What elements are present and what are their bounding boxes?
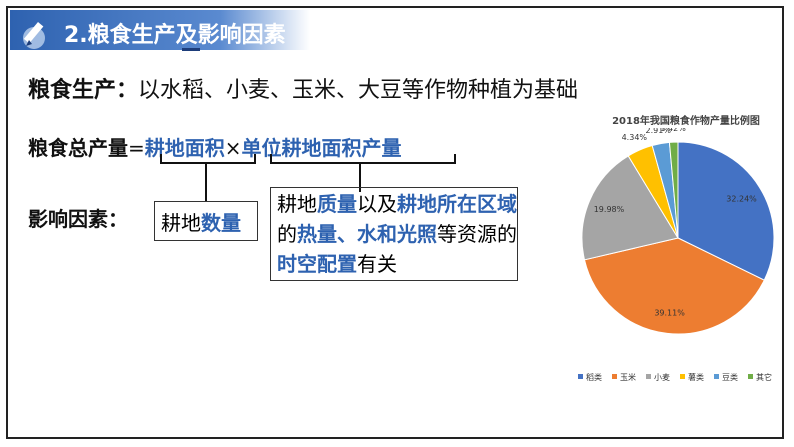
box2-t11: 等资源的 — [437, 222, 517, 246]
legend-label-4: 薯类 — [688, 373, 704, 382]
box2-t4: 耕地所在区域 — [397, 192, 517, 216]
box1-text: 耕地 — [161, 211, 201, 235]
pie-label-2: 39.11% — [654, 308, 685, 317]
box2-t8: 水 — [357, 222, 377, 246]
formula-factor-unit-yield: 单位耕地面积产量 — [241, 136, 402, 160]
box2-t10: 光照 — [397, 222, 437, 246]
pie-label-6: 1.42% — [660, 128, 686, 133]
title-banner: 2.粮食生产及影响因素 — [10, 10, 310, 51]
legend-label-2: 玉米 — [620, 373, 636, 382]
bracket-unit-yield — [270, 154, 456, 164]
legend-swatch-2 — [612, 374, 617, 379]
box2-t5: 的 — [277, 222, 297, 246]
box1-highlight: 数量 — [201, 211, 241, 235]
formula-lhs: 粮食总产量 — [28, 136, 128, 160]
connector-area — [205, 162, 207, 202]
bracket-area — [160, 154, 256, 164]
legend-item-3: 小麦 — [646, 372, 670, 383]
pie-label-3: 19.98% — [594, 205, 625, 214]
pie-label-5: 2.91% — [646, 128, 672, 135]
box2-t1: 耕地 — [277, 192, 317, 216]
pie-slice-6 — [668, 141, 679, 239]
pie-chart: 32.24% 39.11% 19.98% 4.34%2.91%1.42% — [581, 128, 775, 335]
legend-item-1: 稻类 — [578, 372, 602, 383]
box2-t12: 时空配置 — [277, 252, 357, 276]
formula-times: × — [224, 136, 242, 160]
formula-equals: = — [128, 136, 145, 160]
chart-legend: 稻类 玉米 小麦 薯类 豆类 其它 — [578, 372, 782, 383]
pie-slice-2 — [583, 237, 765, 335]
pie-slice-1 — [677, 141, 775, 281]
title-underline — [182, 48, 200, 51]
slide-title: 2.粮食生产及影响因素 — [64, 23, 286, 48]
chart-title: 2018年我国粮食作物产量比例图 — [612, 116, 760, 127]
box2-t3: 以及 — [357, 192, 397, 216]
factor-box-quality: 耕地质量以及耕地所在区域的热量、水和光照等资源的时空配置有关 — [270, 187, 518, 281]
legend-item-5: 豆类 — [714, 372, 738, 383]
connector-unit-yield — [359, 162, 361, 192]
grain-production-line: 粮食生产：以水稻、小麦、玉米、大豆等作物种植为基础 — [28, 72, 578, 104]
legend-item-2: 玉米 — [612, 372, 636, 383]
grain-production-label: 粮食生产： — [28, 78, 139, 103]
legend-swatch-4 — [680, 374, 685, 379]
legend-label-6: 其它 — [756, 373, 772, 382]
legend-label-3: 小麦 — [654, 373, 670, 382]
legend-item-6: 其它 — [748, 372, 772, 383]
formula-factor-area: 耕地面积 — [144, 136, 225, 160]
legend-swatch-1 — [578, 374, 583, 379]
legend-item-4: 薯类 — [680, 372, 704, 383]
influence-label: 影响因素： — [28, 207, 128, 231]
slide-frame: 2.粮食生产及影响因素 粮食生产：以水稻、小麦、玉米、大豆等作物种植为基础 粮食… — [6, 6, 784, 439]
factor-box-quantity: 耕地数量 — [154, 201, 258, 241]
legend-swatch-5 — [714, 374, 719, 379]
pie-label-1: 32.24% — [726, 194, 757, 203]
box2-t9: 和 — [377, 222, 397, 246]
yield-formula: 粮食总产量=耕地面积×单位耕地面积产量 — [28, 132, 402, 161]
box2-t2: 质量 — [317, 192, 357, 216]
pie-slice-3 — [581, 155, 679, 261]
grain-production-text: 以水稻、小麦、玉米、大豆等作物种植为基础 — [138, 78, 579, 103]
box2-t6: 热量 — [297, 222, 337, 246]
box2-t7: 、 — [337, 222, 357, 246]
pie-label-4: 4.34% — [622, 133, 648, 142]
box2-t13: 有关 — [357, 252, 397, 276]
pencil-icon — [23, 22, 45, 49]
legend-label-1: 稻类 — [586, 373, 602, 382]
legend-swatch-6 — [748, 374, 753, 379]
legend-swatch-3 — [646, 374, 651, 379]
legend-label-5: 豆类 — [722, 373, 738, 382]
